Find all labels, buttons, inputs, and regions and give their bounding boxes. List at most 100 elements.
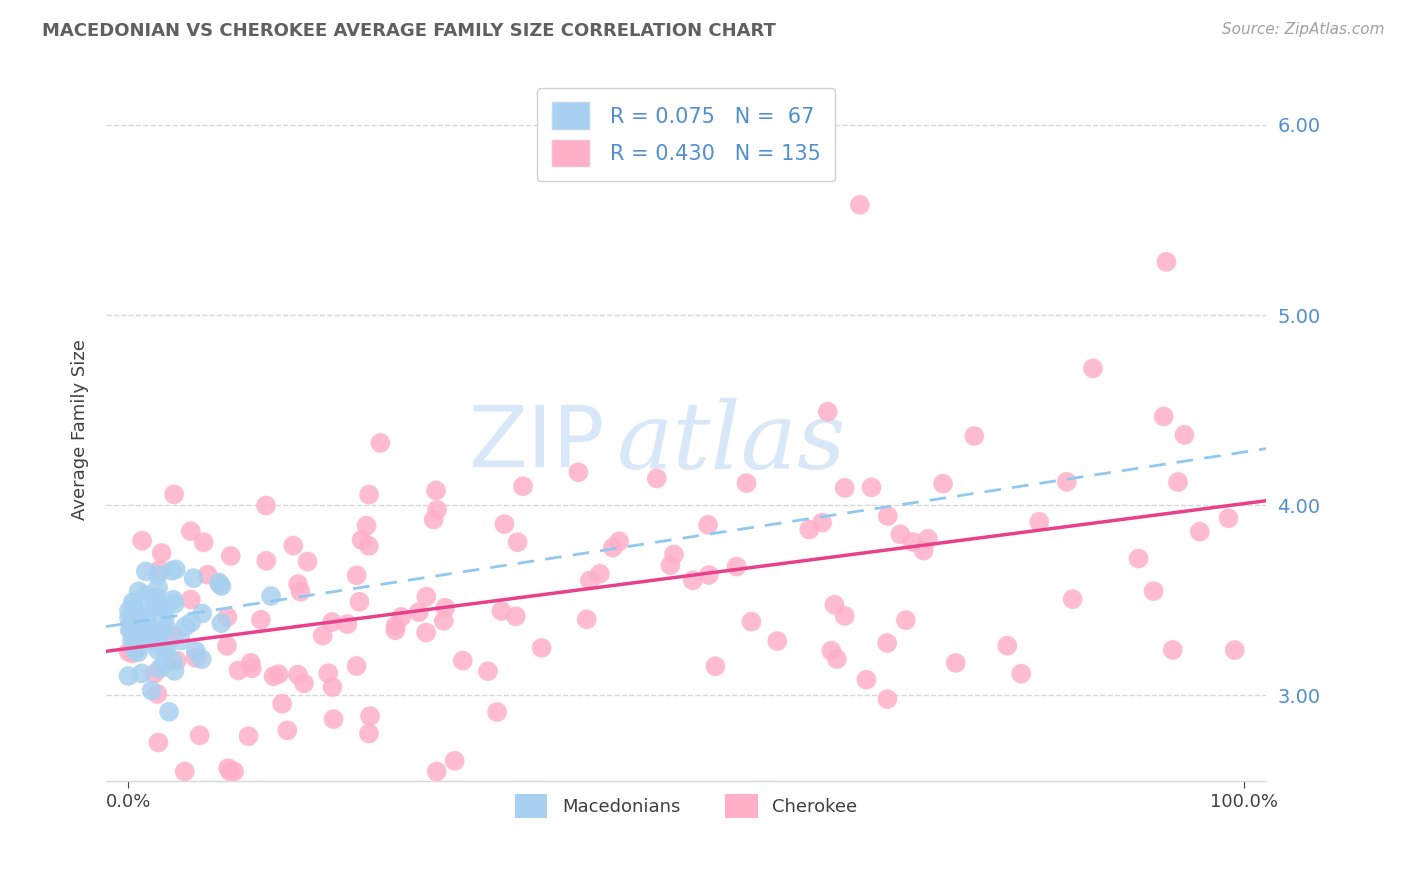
Point — [433, 614, 456, 628]
Point — [799, 523, 821, 537]
Point — [917, 532, 939, 546]
Point — [834, 481, 856, 495]
Point — [184, 650, 207, 665]
Point — [336, 617, 359, 632]
Point — [209, 616, 232, 631]
Point — [165, 562, 187, 576]
Point — [1142, 584, 1164, 599]
Point — [152, 624, 174, 638]
Point — [163, 487, 186, 501]
Point — [356, 518, 378, 533]
Point — [505, 609, 527, 624]
Point — [1028, 515, 1050, 529]
Point — [146, 687, 169, 701]
Point — [174, 619, 197, 633]
Point — [389, 610, 412, 624]
Point — [208, 577, 231, 591]
Point — [208, 575, 231, 590]
Point — [697, 568, 720, 582]
Point — [425, 483, 447, 498]
Point — [170, 633, 193, 648]
Point — [153, 657, 176, 671]
Point — [287, 667, 309, 681]
Point — [122, 598, 145, 612]
Point — [197, 567, 219, 582]
Point — [1153, 409, 1175, 424]
Point — [122, 632, 145, 646]
Point — [163, 629, 186, 643]
Point — [124, 613, 146, 627]
Point — [384, 624, 406, 638]
Point — [180, 615, 202, 630]
Point — [180, 524, 202, 538]
Point — [1223, 643, 1246, 657]
Point — [357, 539, 380, 553]
Point — [607, 534, 630, 549]
Point — [131, 623, 153, 637]
Point — [263, 669, 285, 683]
Point — [1188, 524, 1211, 539]
Point — [260, 589, 283, 603]
Point — [122, 616, 145, 631]
Point — [530, 640, 553, 655]
Point — [136, 628, 159, 642]
Point — [148, 735, 170, 749]
Point — [118, 611, 141, 625]
Point — [191, 607, 214, 621]
Point — [575, 612, 598, 626]
Point — [254, 554, 277, 568]
Point — [118, 623, 141, 637]
Point — [876, 509, 898, 524]
Point — [117, 645, 139, 659]
Point — [945, 656, 967, 670]
Point — [963, 429, 986, 443]
Point — [451, 654, 474, 668]
Point — [434, 600, 457, 615]
Point — [128, 619, 150, 633]
Point — [357, 726, 380, 740]
Point — [128, 610, 150, 624]
Point — [312, 629, 335, 643]
Point — [146, 581, 169, 595]
Point — [422, 512, 444, 526]
Point — [152, 641, 174, 656]
Point — [240, 661, 263, 675]
Point — [141, 683, 163, 698]
Point — [579, 574, 602, 588]
Point — [149, 662, 172, 676]
Point — [162, 592, 184, 607]
Point — [146, 567, 169, 582]
Point — [142, 623, 165, 637]
Point — [215, 639, 238, 653]
Point — [1056, 475, 1078, 489]
Point — [443, 754, 465, 768]
Point — [349, 595, 371, 609]
Point — [346, 568, 368, 582]
Y-axis label: Average Family Size: Average Family Size — [72, 339, 89, 520]
Point — [128, 584, 150, 599]
Point — [153, 610, 176, 624]
Point — [148, 563, 170, 577]
Point — [250, 613, 273, 627]
Point — [127, 645, 149, 659]
Point — [321, 615, 343, 629]
Point — [602, 541, 624, 555]
Point — [153, 601, 176, 615]
Point — [124, 644, 146, 658]
Point — [697, 517, 720, 532]
Point — [901, 535, 924, 549]
Point — [1010, 666, 1032, 681]
Point — [659, 558, 682, 573]
Text: MACEDONIAN VS CHEROKEE AVERAGE FAMILY SIZE CORRELATION CHART: MACEDONIAN VS CHEROKEE AVERAGE FAMILY SI… — [42, 22, 776, 40]
Point — [766, 634, 789, 648]
Point — [321, 680, 343, 694]
Point — [138, 633, 160, 648]
Point — [188, 728, 211, 742]
Point — [825, 652, 848, 666]
Point — [219, 764, 242, 779]
Point — [180, 592, 202, 607]
Point — [408, 605, 430, 619]
Point — [932, 476, 955, 491]
Point — [267, 667, 290, 681]
Point — [704, 659, 727, 673]
